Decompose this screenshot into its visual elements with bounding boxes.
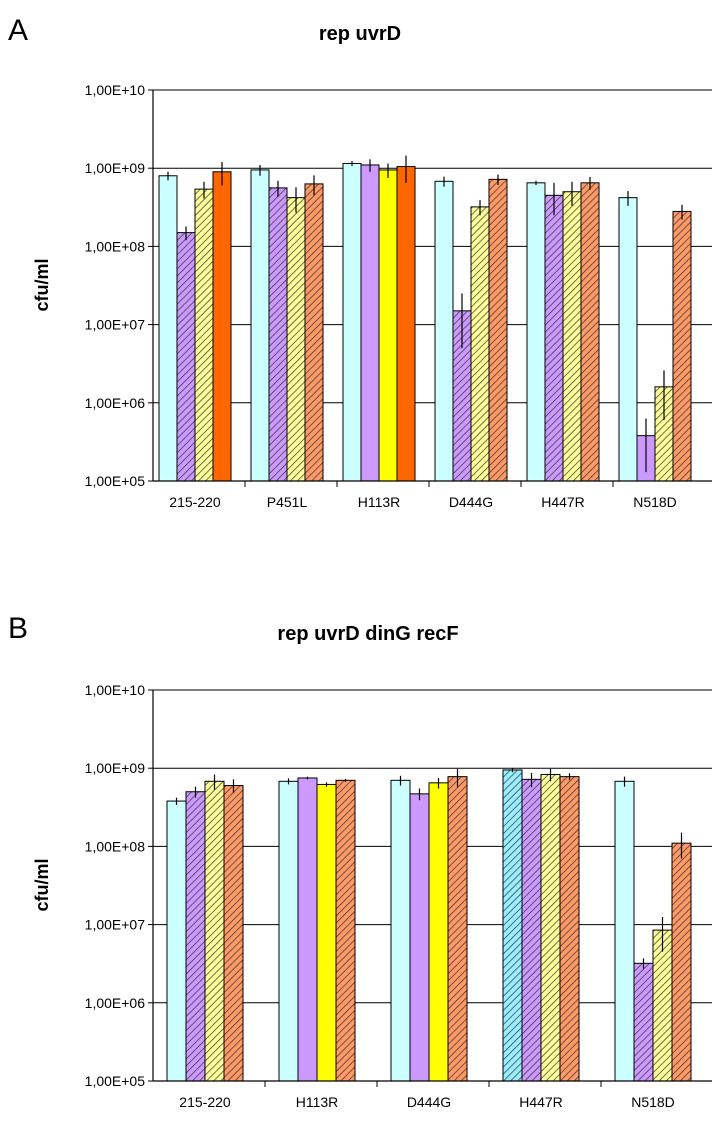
panel-label-a: A — [8, 14, 28, 47]
bar — [396, 166, 416, 482]
bar — [223, 785, 244, 1082]
bar — [297, 777, 318, 1082]
bar — [559, 776, 580, 1082]
bar — [672, 210, 692, 482]
x-tick-label: 215-220 — [179, 1094, 231, 1110]
y-axis-label-a: cfu/ml — [32, 258, 52, 311]
bar — [166, 800, 187, 1082]
plot-area-b: 1,00E+05 1,00E+06 1,00E+07 1,00E+08 1,00E+09… — [85, 682, 712, 1110]
y-tick-label: 1,00E+07 — [85, 917, 146, 933]
panel-a: A rep uvrD cfu/ml 1,00E+051,00E+061,00E+… — [8, 14, 712, 510]
bar — [409, 793, 430, 1082]
bar — [316, 783, 337, 1082]
bar — [176, 232, 196, 482]
bar — [286, 197, 306, 482]
y-axis-label-b: cfu/ml — [32, 858, 52, 911]
bar — [204, 780, 225, 1082]
y-tick-label: 1,00E+08 — [85, 238, 146, 254]
y-tick-label: 1,00E+07 — [85, 317, 146, 333]
y-tick-label: 1,00E+10 — [85, 82, 146, 98]
bar — [614, 780, 635, 1082]
y-tick-label: 1,00E+09 — [85, 160, 146, 176]
x-tick-label: P451L — [267, 494, 308, 510]
chart-title-b: rep uvrD dinG recF — [277, 623, 458, 645]
bar — [335, 779, 356, 1082]
plot-area-a: 1,00E+05 1,00E+06 1,00E+07 1,00E+08 1,00E+09… — [85, 82, 712, 510]
chart-title-a: rep uvrD — [319, 23, 401, 45]
x-tick-label: N518D — [631, 1094, 675, 1110]
bar — [526, 182, 546, 482]
bar — [652, 929, 673, 1082]
x-tick-label: D444G — [407, 1094, 451, 1110]
x-tick-label: H447R — [519, 1094, 563, 1110]
bar — [470, 206, 490, 482]
bar — [185, 791, 206, 1082]
y-tick-label: 1,00E+09 — [85, 760, 146, 776]
y-tick-label: 1,00E+05 — [85, 473, 146, 489]
bar — [633, 962, 654, 1082]
y-tick-label: 1,00E+05 — [85, 1073, 146, 1089]
y-tick-label: 1,00E+06 — [85, 395, 146, 411]
x-tick-label: H113R — [358, 494, 401, 510]
y-tick-label: 1,00E+08 — [85, 838, 146, 854]
bar — [434, 180, 454, 482]
bar — [447, 776, 468, 1082]
bar — [580, 182, 600, 482]
bar — [671, 842, 692, 1082]
bar — [390, 779, 411, 1082]
panel-label-b: B — [8, 612, 28, 645]
x-tick-label: H113R — [296, 1094, 339, 1110]
x-tick-label: H447R — [541, 494, 585, 510]
bar — [212, 171, 232, 482]
bar — [428, 782, 449, 1082]
panel-b: B rep uvrD dinG recF cfu/ml 1,00E+051,00… — [8, 612, 712, 1110]
bar — [268, 187, 288, 482]
bar — [278, 780, 299, 1082]
bar — [562, 191, 582, 482]
bar — [378, 169, 398, 482]
x-tick-label: D444G — [449, 494, 493, 510]
bar — [158, 175, 178, 482]
bar — [360, 164, 380, 482]
bar — [521, 778, 542, 1082]
y-tick-label: 1,00E+10 — [85, 682, 146, 698]
y-tick-label: 1,00E+06 — [85, 995, 146, 1011]
bar — [342, 162, 362, 482]
bar — [540, 774, 561, 1082]
x-tick-label: N518D — [633, 494, 677, 510]
bar — [618, 197, 638, 482]
bar — [250, 169, 270, 482]
x-tick-label: 215-220 — [169, 494, 221, 510]
bar — [304, 183, 324, 482]
bar — [544, 194, 564, 482]
bar — [502, 769, 523, 1082]
bar — [488, 178, 508, 482]
bar — [194, 188, 214, 482]
